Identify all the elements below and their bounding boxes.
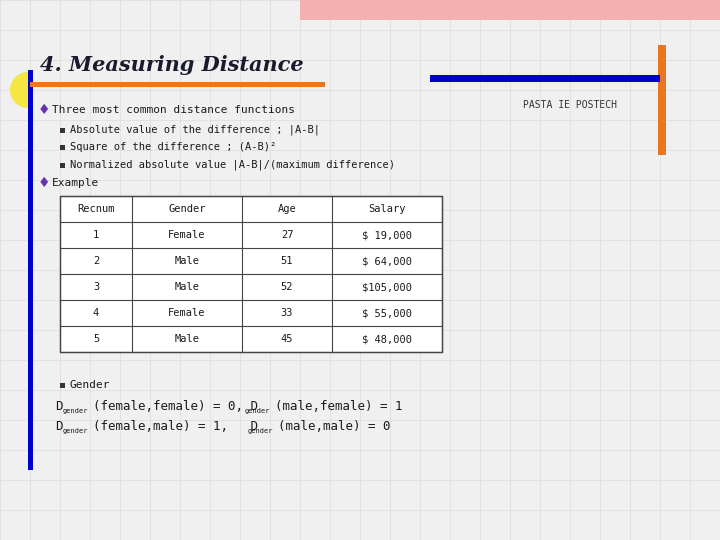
Text: Female: Female bbox=[168, 308, 206, 318]
Text: gender: gender bbox=[245, 408, 271, 414]
Text: Three most common distance functions: Three most common distance functions bbox=[52, 105, 295, 115]
Text: Salary: Salary bbox=[368, 204, 406, 214]
Text: Male: Male bbox=[174, 334, 199, 344]
Text: (female,male) = 1,   D: (female,male) = 1, D bbox=[93, 421, 258, 434]
Bar bbox=[60, 196, 442, 352]
Wedge shape bbox=[10, 72, 28, 108]
Text: (female,female) = 0, D: (female,female) = 0, D bbox=[93, 401, 258, 414]
Text: 4. Measuring Distance: 4. Measuring Distance bbox=[40, 55, 304, 75]
Text: 51: 51 bbox=[281, 256, 293, 266]
Text: Absolute value of the difference ; |A-B|: Absolute value of the difference ; |A-B| bbox=[70, 125, 320, 135]
Bar bbox=[430, 75, 660, 82]
Text: $ 64,000: $ 64,000 bbox=[362, 256, 412, 266]
Bar bbox=[30, 82, 325, 87]
Text: Recnum: Recnum bbox=[77, 204, 114, 214]
Text: gender: gender bbox=[63, 408, 89, 414]
Text: $ 48,000: $ 48,000 bbox=[362, 334, 412, 344]
Text: Female: Female bbox=[168, 230, 206, 240]
Text: 5: 5 bbox=[93, 334, 99, 344]
Text: 45: 45 bbox=[281, 334, 293, 344]
Bar bbox=[300, 0, 720, 20]
Text: Gender: Gender bbox=[168, 204, 206, 214]
Text: $ 19,000: $ 19,000 bbox=[362, 230, 412, 240]
Text: 2: 2 bbox=[93, 256, 99, 266]
Text: 52: 52 bbox=[281, 282, 293, 292]
Text: 4: 4 bbox=[93, 308, 99, 318]
Text: Male: Male bbox=[174, 256, 199, 266]
Text: ♦: ♦ bbox=[38, 176, 50, 190]
Text: 1: 1 bbox=[93, 230, 99, 240]
Text: Example: Example bbox=[52, 178, 99, 188]
Text: PASTA IE POSTECH: PASTA IE POSTECH bbox=[523, 100, 617, 110]
Text: Male: Male bbox=[174, 282, 199, 292]
Bar bbox=[60, 163, 65, 168]
Bar bbox=[60, 128, 65, 133]
Bar bbox=[60, 383, 65, 388]
Text: Normalized absolute value |A-B|/(maximum difference): Normalized absolute value |A-B|/(maximum… bbox=[70, 160, 395, 170]
Text: D: D bbox=[55, 401, 63, 414]
Text: gender: gender bbox=[248, 428, 274, 434]
Text: Square of the difference ; (A-B)²: Square of the difference ; (A-B)² bbox=[70, 142, 276, 152]
Text: Gender: Gender bbox=[70, 380, 110, 390]
Text: (male,female) = 1: (male,female) = 1 bbox=[275, 401, 402, 414]
Text: $ 55,000: $ 55,000 bbox=[362, 308, 412, 318]
Bar bbox=[60, 145, 65, 150]
Text: D: D bbox=[55, 421, 63, 434]
Bar bbox=[658, 45, 666, 155]
Text: (male,male) = 0: (male,male) = 0 bbox=[278, 421, 390, 434]
Text: gender: gender bbox=[63, 428, 89, 434]
Text: 33: 33 bbox=[281, 308, 293, 318]
Text: 27: 27 bbox=[281, 230, 293, 240]
Bar bbox=[28, 70, 33, 470]
Text: $105,000: $105,000 bbox=[362, 282, 412, 292]
Text: 3: 3 bbox=[93, 282, 99, 292]
Text: ♦: ♦ bbox=[38, 103, 50, 117]
Text: Age: Age bbox=[278, 204, 297, 214]
